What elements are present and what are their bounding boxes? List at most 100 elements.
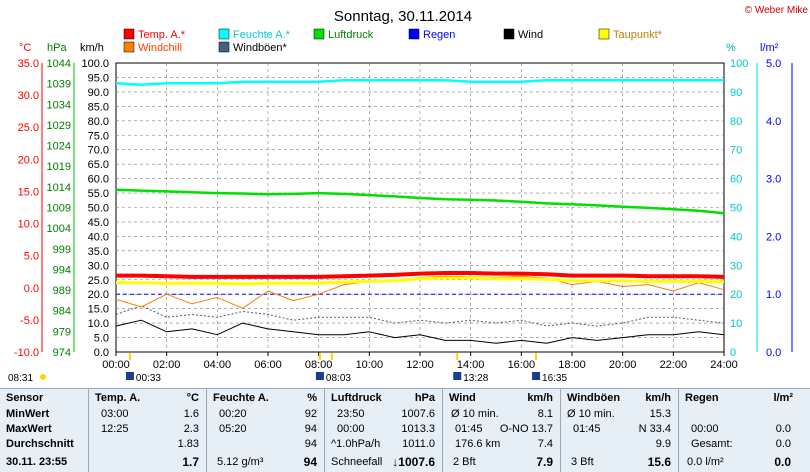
humidity-unit: % bbox=[307, 392, 317, 404]
credit-label: © Weber Mike bbox=[745, 5, 809, 16]
gust-unit: km/h bbox=[645, 392, 671, 404]
humidity-column: Feuchte A.% 00:20 92 05:20 94 94 5.12 g/m³… bbox=[206, 389, 325, 472]
legend-label: Windböen* bbox=[233, 42, 288, 54]
pressure-tick-label: 1029 bbox=[47, 120, 71, 132]
wind-tick-label: 55.0 bbox=[88, 188, 109, 200]
wind-tick-label: 75.0 bbox=[88, 130, 109, 142]
x-tick-label: 00:00 bbox=[102, 359, 130, 371]
wind-tick-label: 45.0 bbox=[88, 217, 109, 229]
pressure-tick-label: 1044 bbox=[47, 58, 71, 70]
gust-min-note: Ø 10 min. bbox=[567, 408, 615, 420]
legend-swatch bbox=[218, 41, 230, 53]
rain-current-value: 0.0 bbox=[774, 455, 791, 469]
wind-tick-label: 70.0 bbox=[88, 145, 109, 157]
humidity-tick-label: 90 bbox=[730, 87, 742, 99]
wind-header: Wind bbox=[449, 392, 476, 404]
temp-column: Temp. A. °C 03:00 1.6 12:25 2.3 1.83 1.7 bbox=[88, 389, 207, 472]
wind-max-value: O-NO 13.7 bbox=[499, 423, 553, 435]
legend-swatch bbox=[503, 28, 515, 40]
temp-tick-label: 30.0 bbox=[18, 90, 39, 102]
x-tick-label: 16:00 bbox=[508, 359, 536, 371]
humidity-tick-label: 20 bbox=[730, 289, 742, 301]
humidity-avg-value: 94 bbox=[304, 438, 317, 450]
wind-tick-label: 25.0 bbox=[88, 275, 109, 287]
humidity-tick-label: 100 bbox=[730, 58, 748, 70]
moon-icon bbox=[453, 372, 462, 380]
pressure-current-value: ↓1007.6 bbox=[392, 455, 435, 469]
humidity-unit-label: % bbox=[726, 42, 736, 54]
pressure-tick-label: 979 bbox=[53, 326, 71, 338]
plot-area bbox=[115, 79, 725, 344]
pressure-min-time: 23:50 bbox=[337, 408, 365, 420]
pressure-max-value: 1013.3 bbox=[401, 423, 435, 435]
event-time-label: 16:35 bbox=[542, 373, 567, 384]
rain-tick-label: 0.0 bbox=[766, 347, 781, 359]
rain-column: Regen l/m² 00:00 0.0 Gesamt: 0.0 0.0 l/m² 0.… bbox=[678, 389, 810, 472]
pressure-avg-value: 1011.0 bbox=[402, 438, 435, 450]
x-tick-label: 10:00 bbox=[356, 359, 384, 371]
series-line-temp-a bbox=[116, 271, 725, 279]
wind-unit-label: km/h bbox=[80, 42, 104, 54]
rain-tick-label: 5.0 bbox=[766, 58, 781, 70]
x-tick-label: 02:00 bbox=[153, 359, 181, 371]
legend-label: Luftdruck bbox=[328, 29, 374, 41]
pressure-unit-label: hPa bbox=[47, 42, 67, 54]
legend-swatch bbox=[408, 28, 420, 40]
temp-max-time: 12:25 bbox=[101, 423, 129, 435]
gust-current-value: 15.6 bbox=[647, 455, 671, 469]
pressure-tick-label: 989 bbox=[53, 285, 71, 297]
x-tick-label: 08:00 bbox=[305, 359, 333, 371]
weather-chart: Sonntag, 30.11.2014 © Weber Mike Temp. A… bbox=[8, 5, 809, 384]
legend-label: Windchill bbox=[138, 42, 182, 54]
temp-unit: °C bbox=[186, 392, 199, 404]
wind-tick-label: 15.0 bbox=[88, 304, 109, 316]
pressure-tick-label: 1024 bbox=[47, 141, 71, 153]
rain-unit-label: l/m² bbox=[760, 42, 779, 54]
rain-header: Regen bbox=[685, 392, 719, 404]
series-line-wind bbox=[115, 319, 725, 344]
temp-avg-value: 1.83 bbox=[177, 438, 199, 450]
pressure-max-time: 00:00 bbox=[337, 423, 365, 435]
pressure-tick-label: 1034 bbox=[47, 99, 71, 111]
humidity-min-time: 00:20 bbox=[219, 408, 247, 420]
rain-tick-label: 1.0 bbox=[766, 289, 781, 301]
chart-legend: Temp. A.* Feuchte A.* Luftdruck Regen Wind Ta… bbox=[123, 28, 663, 54]
rain-tick-label: 2.0 bbox=[766, 231, 781, 243]
wind-tick-label: 5.0 bbox=[94, 333, 109, 345]
event-time-label: 08:03 bbox=[326, 373, 351, 384]
wind-tick-label: 65.0 bbox=[88, 159, 109, 171]
wind-tick-label: 35.0 bbox=[88, 246, 109, 258]
wind-tick-label: 50.0 bbox=[88, 203, 109, 215]
pressure-tick-label: 1019 bbox=[47, 161, 71, 173]
chart-axes: 35.0 30.0 25.0 20.0 15.0 10.0 5.0 0.0 -5.0 -10.0 1… bbox=[14, 58, 793, 371]
legend-label: Wind bbox=[518, 29, 543, 41]
wind-tick-label: 95.0 bbox=[88, 72, 109, 84]
pressure-tick-label: 994 bbox=[53, 264, 71, 276]
wind-current-value: 7.9 bbox=[536, 455, 553, 469]
pressure-tick-label: 1014 bbox=[47, 182, 71, 194]
x-tick-label: 22:00 bbox=[660, 359, 688, 371]
x-tick-label: 14:00 bbox=[457, 359, 485, 371]
humidity-max-value: 94 bbox=[304, 423, 317, 435]
legend-label: Feuchte A.* bbox=[233, 29, 291, 41]
temp-tick-label: -5.0 bbox=[20, 315, 39, 327]
gust-max-time: 01:45 bbox=[573, 423, 601, 435]
wind-tick-label: 30.0 bbox=[88, 260, 109, 272]
gust-min-value: 15.3 bbox=[649, 408, 671, 420]
wind-max-time: 01:45 bbox=[455, 423, 483, 435]
wind-min-value: 8.1 bbox=[537, 408, 553, 420]
temp-tick-label: 10.0 bbox=[18, 219, 39, 231]
temp-tick-label: 15.0 bbox=[18, 186, 39, 198]
moon-icon bbox=[125, 372, 134, 380]
x-tick-label: 20:00 bbox=[609, 359, 637, 371]
stats-table: Sensor MinWert MaxWert Durchschnitt 30.1… bbox=[0, 388, 810, 472]
sensor-header: Sensor bbox=[6, 392, 44, 404]
gust-header: Windböen bbox=[567, 392, 621, 404]
sensor-column: Sensor MinWert MaxWert Durchschnitt 30.1… bbox=[0, 389, 88, 472]
axis-units: °C hPa km/h % l/m² bbox=[19, 42, 779, 54]
wind-tick-label: 0.0 bbox=[94, 347, 109, 359]
series-line-taupunkt bbox=[116, 276, 725, 286]
x-tick-label: 06:00 bbox=[254, 359, 282, 371]
rain-tick-label: 3.0 bbox=[766, 174, 781, 186]
wind-tick-label: 100.0 bbox=[81, 58, 109, 70]
